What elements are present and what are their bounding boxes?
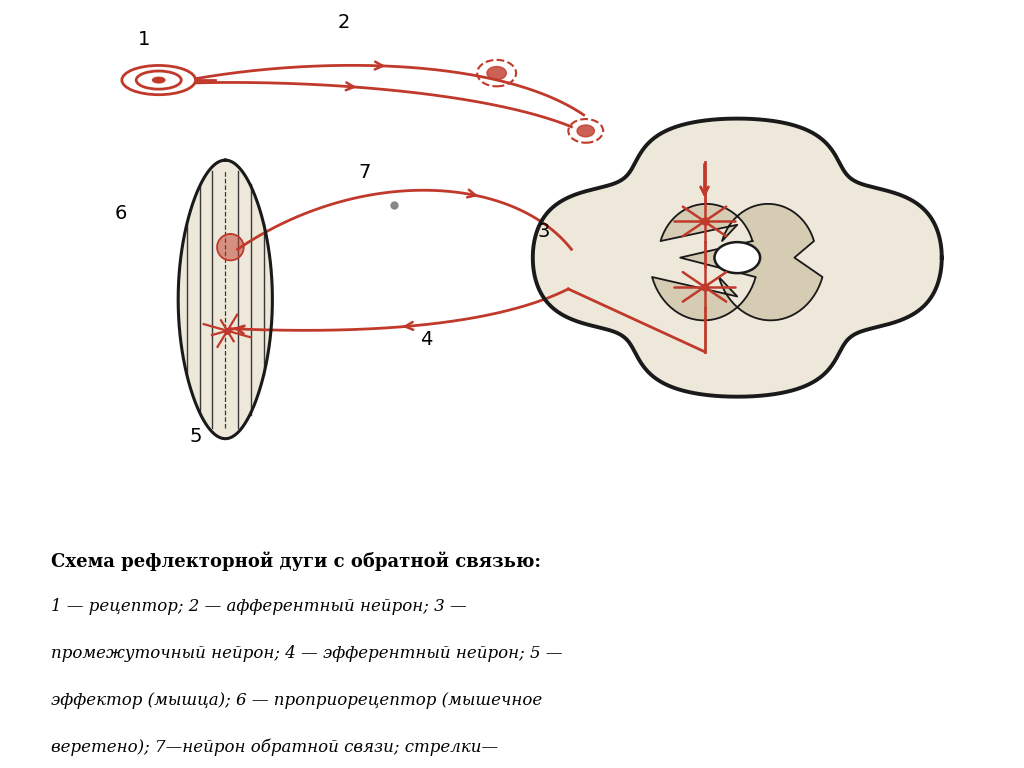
Polygon shape — [532, 118, 942, 397]
Ellipse shape — [153, 78, 165, 83]
Text: 7: 7 — [358, 163, 371, 181]
Text: 5: 5 — [189, 427, 202, 446]
Polygon shape — [217, 234, 244, 260]
Text: 1 — рецептор; 2 — афферентный нейрон; 3 —: 1 — рецептор; 2 — афферентный нейрон; 3 … — [51, 598, 466, 615]
Polygon shape — [178, 161, 272, 439]
Circle shape — [487, 67, 506, 80]
Text: 2: 2 — [338, 13, 350, 31]
Text: веретено); 7—нейрон обратной связи; стрелки—: веретено); 7—нейрон обратной связи; стре… — [51, 739, 498, 756]
Text: 1: 1 — [138, 30, 151, 49]
Text: Схема рефлекторной дуги с обратной связью:: Схема рефлекторной дуги с обратной связь… — [51, 551, 541, 571]
Text: 6: 6 — [115, 204, 127, 223]
Circle shape — [578, 125, 594, 137]
Text: 4: 4 — [420, 329, 432, 349]
Text: эффектор (мышца); 6 — проприорецептор (мышечное: эффектор (мышца); 6 — проприорецептор (м… — [51, 692, 542, 709]
Text: 3: 3 — [538, 222, 550, 240]
Polygon shape — [652, 204, 822, 320]
Text: промежуточный нейрон; 4 — эфферентный нейрон; 5 —: промежуточный нейрон; 4 — эфферентный не… — [51, 645, 562, 662]
Circle shape — [715, 242, 760, 273]
